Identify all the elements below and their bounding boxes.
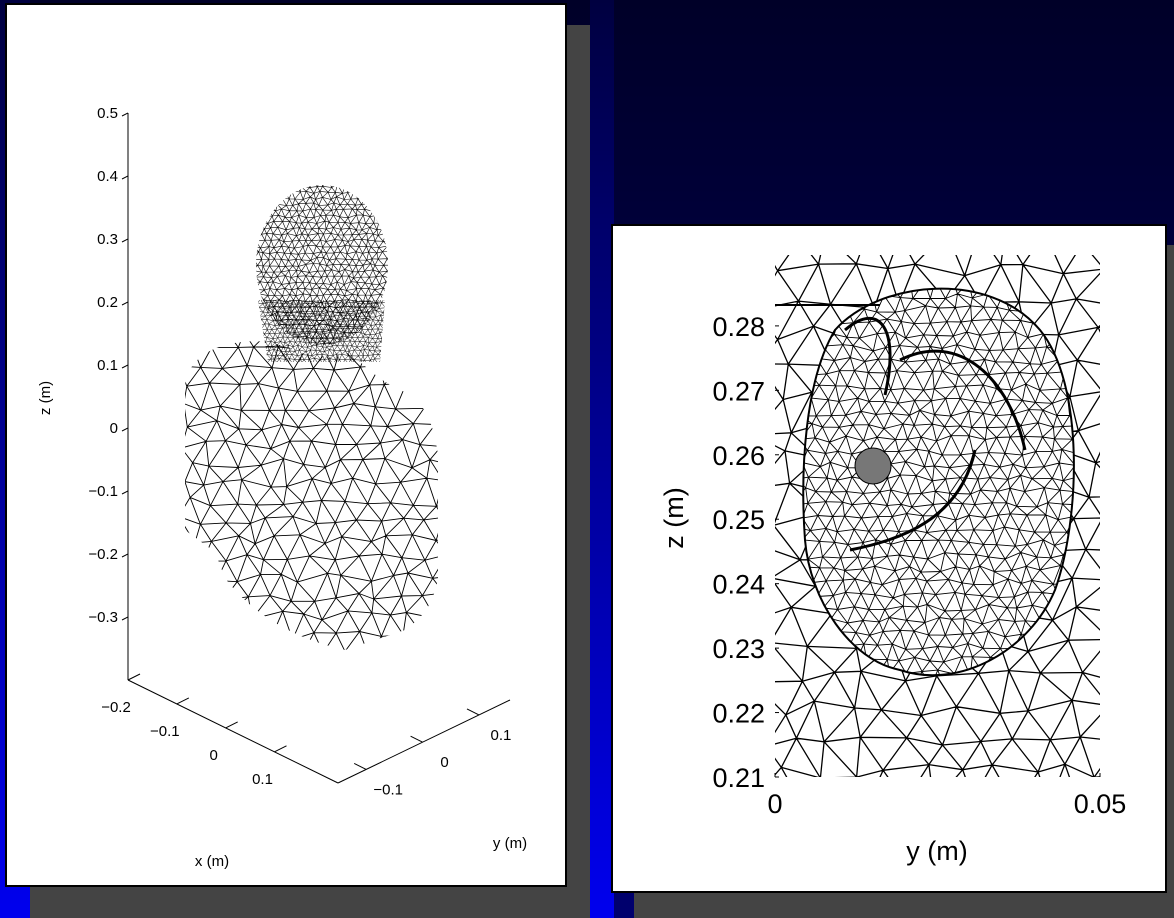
x-tick-label: 0 xyxy=(210,747,218,764)
z-tick-label: 0.5 xyxy=(97,105,118,122)
y-tick-label: −0.1 xyxy=(373,781,403,798)
z-tick-label: 0.3 xyxy=(97,231,118,248)
y-tick-label: 0.28 xyxy=(712,312,765,342)
y-tick-label: 0 xyxy=(440,754,448,771)
x-tick-label: −0.2 xyxy=(101,699,131,716)
y-tick-label: 0.22 xyxy=(712,699,765,729)
z-tick-label: 0.1 xyxy=(97,357,118,374)
z-tick-label: −0.2 xyxy=(88,546,118,563)
y-tick-label: 0.25 xyxy=(712,505,765,535)
y-tick-label: 0.1 xyxy=(491,727,512,744)
x-tick-label: 0 xyxy=(767,789,782,819)
y-tick-label: 0.23 xyxy=(712,634,765,664)
x-tick-label: 0.05 xyxy=(1074,789,1127,819)
z-tick-label: 0.2 xyxy=(97,294,118,311)
source-point xyxy=(855,448,891,484)
page: z (m) x (m) y (m) z (m) y (m) 0.5 0.4 0.3 0… xyxy=(0,0,1174,918)
x-tick-label: −0.1 xyxy=(150,723,180,740)
z-tick-label: −0.3 xyxy=(88,609,118,626)
z-tick-label: 0 xyxy=(110,420,118,437)
y-tick-label: 0.27 xyxy=(712,376,765,406)
y-axis-label: z (m) xyxy=(659,487,689,548)
z-axis-label: z (m) xyxy=(37,381,54,415)
y-tick-label: 0.21 xyxy=(712,763,765,793)
z-tick-label: 0.4 xyxy=(97,168,118,185)
y-axis-label: y (m) xyxy=(493,835,527,852)
left-panel xyxy=(6,4,566,886)
y-tick-label: 0.24 xyxy=(712,570,765,600)
x-axis-label: y (m) xyxy=(906,836,967,866)
y-tick-label: 0.26 xyxy=(712,441,765,471)
x-axis-label: x (m) xyxy=(195,853,229,870)
z-tick-label: −0.1 xyxy=(88,483,118,500)
x-tick-label: 0.1 xyxy=(252,771,273,788)
slide: z (m) x (m) y (m) z (m) y (m) 0.5 0.4 0.3 0… xyxy=(0,0,1174,918)
side-strip xyxy=(590,0,614,918)
